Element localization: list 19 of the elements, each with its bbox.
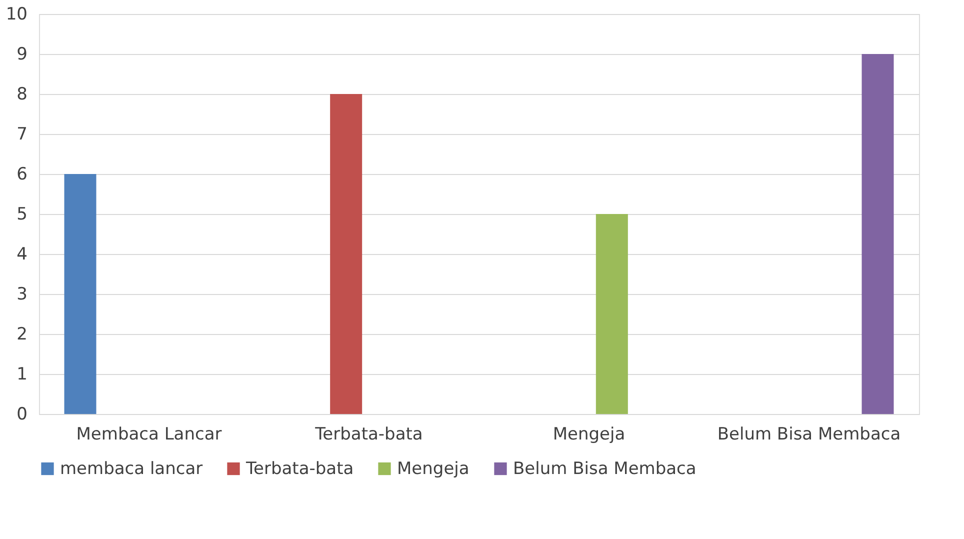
x-tick-label: Membaca Lancar (76, 424, 222, 444)
y-tick-label: 3 (16, 284, 28, 304)
x-tick-label: Belum Bisa Membaca (717, 424, 901, 444)
y-tick-label: 4 (16, 244, 28, 264)
x-tick-label: Terbata-bata (314, 424, 423, 444)
y-tick-label: 0 (16, 404, 28, 424)
y-tick-label: 6 (16, 164, 28, 184)
x-tick-label: Mengeja (552, 424, 626, 444)
legend-label: Mengeja (397, 458, 470, 479)
y-tick-label: 10 (6, 4, 28, 24)
y-tick-label: 7 (16, 124, 28, 144)
y-tick-label: 2 (16, 324, 28, 344)
legend-label: Belum Bisa Membaca (513, 458, 696, 479)
legend-label: Terbata-bata (245, 458, 354, 479)
y-tick-label: 8 (16, 84, 28, 104)
legend-label: membaca lancar (60, 458, 203, 479)
y-tick-label: 5 (16, 204, 28, 224)
y-tick-label: 9 (16, 44, 28, 64)
y-tick-label: 1 (16, 364, 28, 384)
